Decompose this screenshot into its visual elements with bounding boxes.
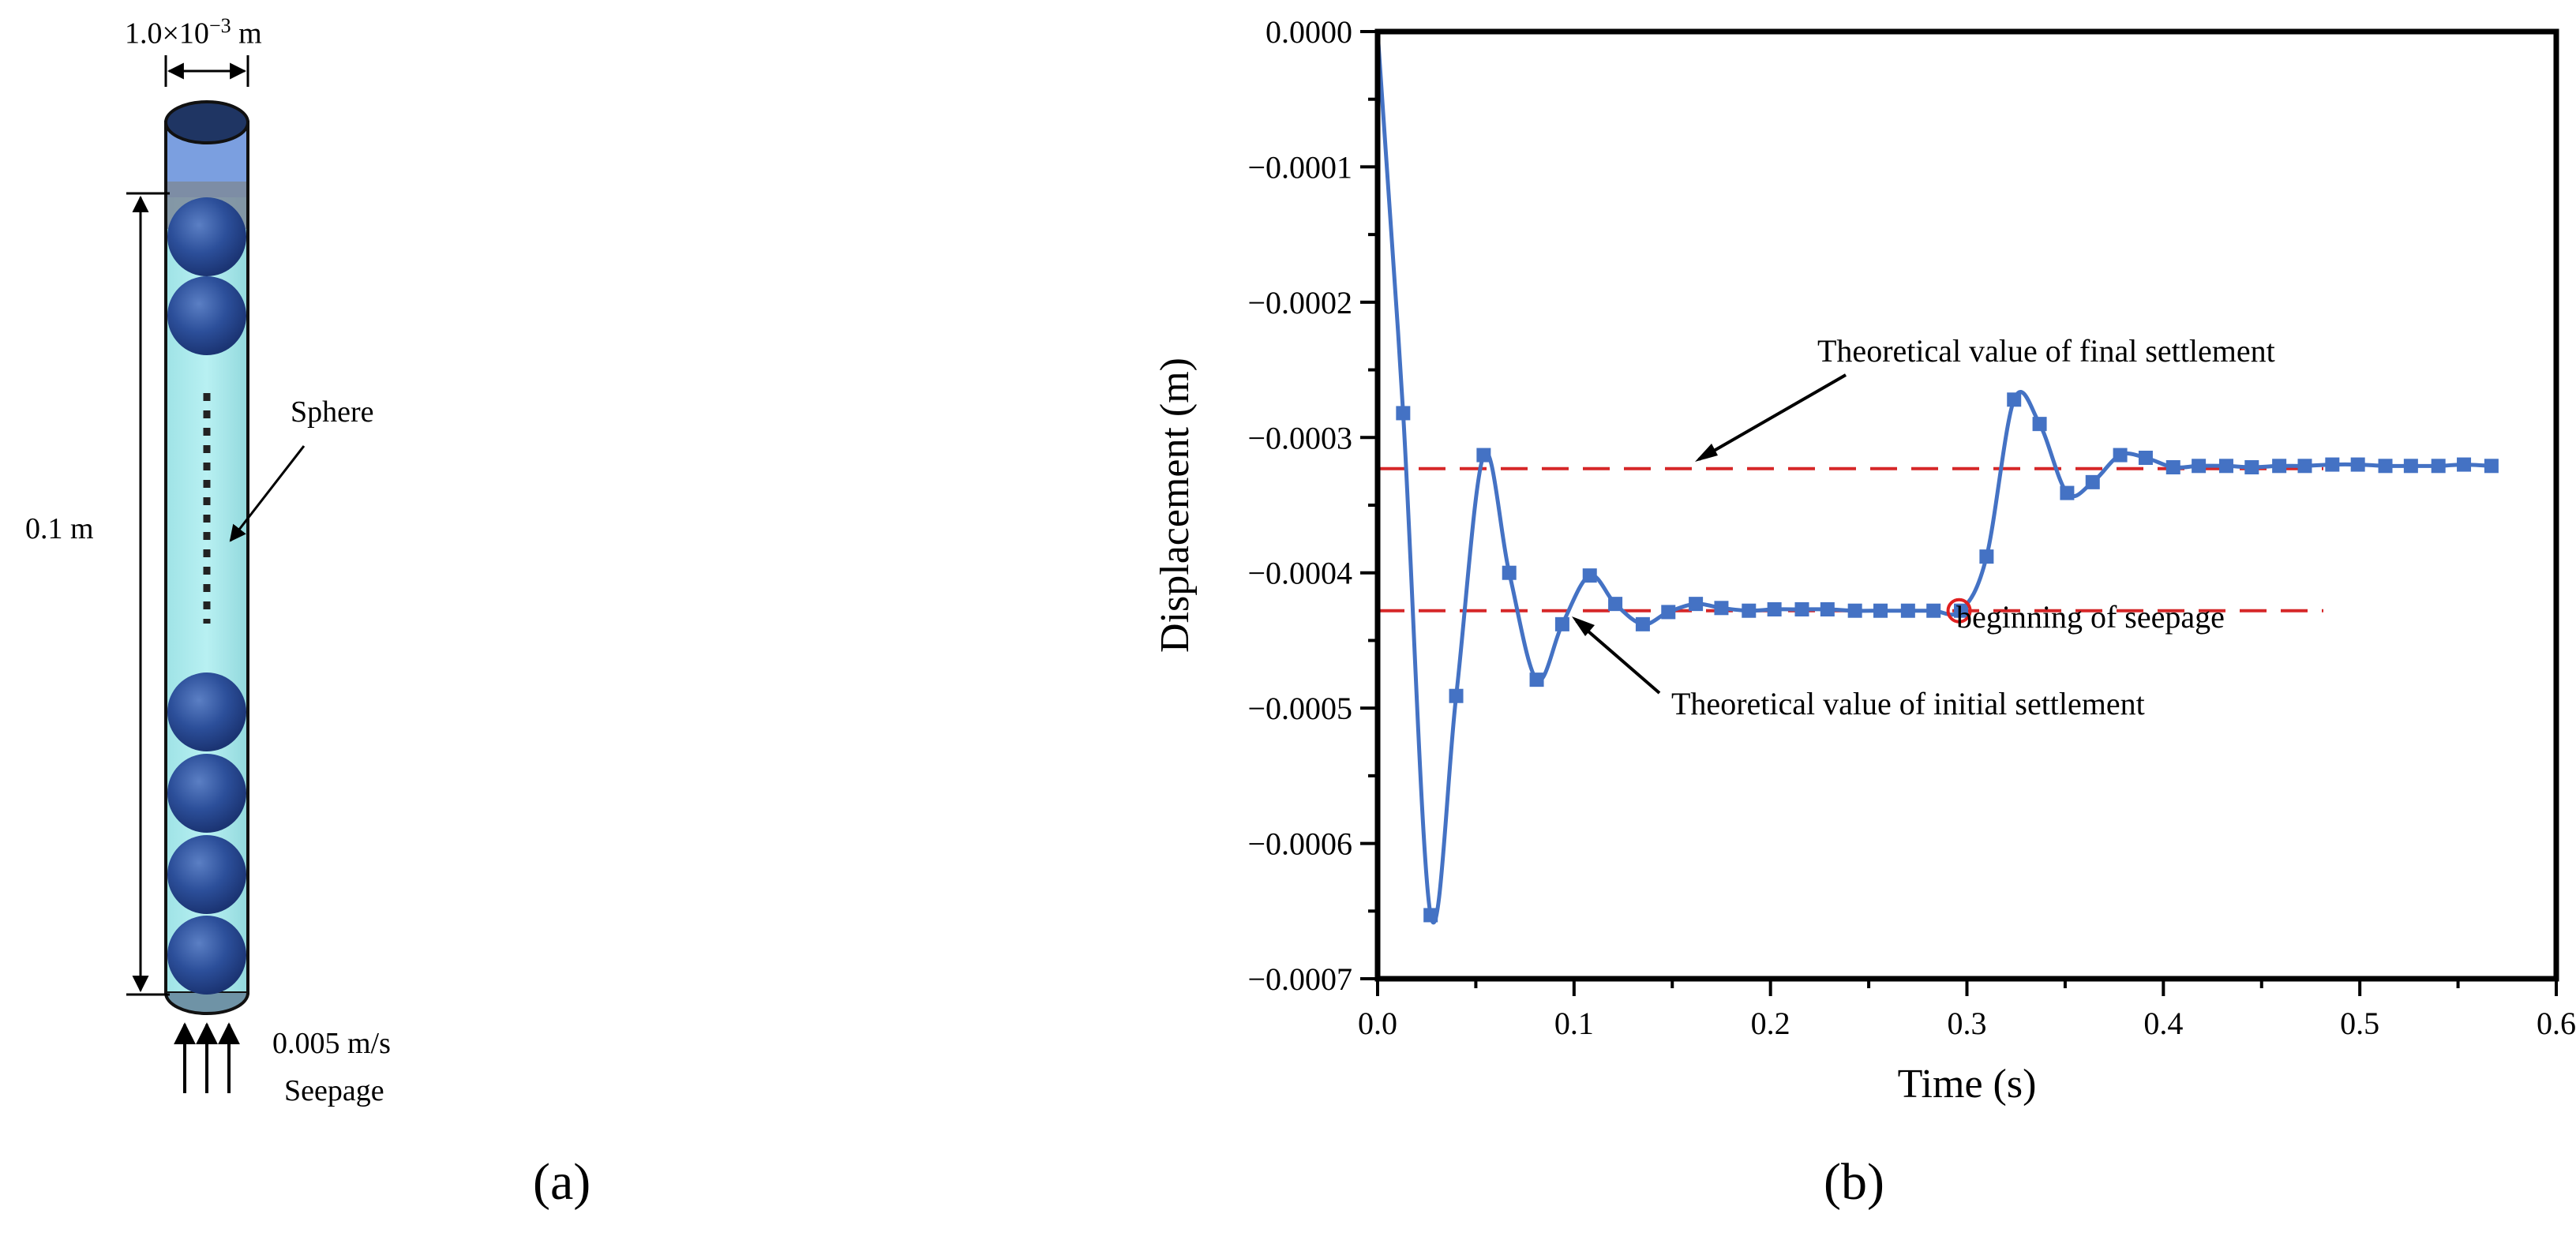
data-point	[1476, 448, 1491, 463]
y-axis-label: Displacement (m)	[1153, 358, 1198, 653]
data-point	[2484, 459, 2499, 474]
x-tick-label: 0.6	[2537, 1006, 2576, 1041]
data-point	[1714, 601, 1729, 616]
data-point	[2218, 459, 2233, 474]
data-point	[1900, 603, 1915, 618]
width-label: 1.0×10−3 m	[125, 14, 262, 51]
annotation-arrowhead-initial	[1572, 616, 1595, 636]
annotation-final-settlement: Theoretical value of final settlement	[1817, 333, 2275, 369]
data-point	[1767, 602, 1782, 616]
seepage-start-marker	[1946, 598, 1972, 624]
panel-a-label: (a)	[533, 1153, 591, 1211]
y-tick-label: −0.0007	[1247, 961, 1352, 997]
data-point	[1794, 602, 1809, 616]
y-tick-label: −0.0003	[1247, 420, 1352, 455]
annotation-beginning-of-seepage: beginning of seepage	[1956, 599, 2225, 635]
x-tick-label: 0.3	[1948, 1006, 1987, 1041]
annotation-initial-settlement: Theoretical value of initial settlement	[1671, 686, 2145, 721]
data-point	[2165, 460, 2180, 474]
x-tick-label: 0.1	[1554, 1006, 1594, 1041]
sphere-label: Sphere	[291, 395, 374, 429]
sphere	[167, 754, 246, 833]
data-point	[1449, 688, 1464, 703]
data-point	[1582, 568, 1597, 583]
x-tick-label: 0.2	[1751, 1006, 1790, 1041]
data-point	[1502, 565, 1517, 580]
data-point	[2403, 459, 2418, 474]
panel-b-label: (b)	[1824, 1153, 1884, 1211]
y-tick-label: −0.0002	[1247, 285, 1352, 320]
data-point	[1926, 603, 1941, 618]
data-point	[2032, 417, 2047, 432]
data-point	[2272, 459, 2287, 474]
data-point	[2007, 392, 2022, 407]
tube-top-cap	[164, 100, 249, 144]
sphere	[167, 835, 246, 914]
sphere	[167, 276, 246, 355]
y-tick-label: −0.0005	[1247, 691, 1352, 726]
data-point	[1847, 603, 1862, 618]
sphere-pointer-arrow	[229, 445, 306, 542]
x-axis-label: Time (s)	[1898, 1062, 2037, 1107]
data-point	[2378, 459, 2393, 474]
data-point	[2350, 457, 2365, 472]
plot-frame	[1374, 28, 2559, 982]
data-point	[1689, 597, 1704, 612]
data-point	[1396, 406, 1411, 421]
annotation-arrowhead-final	[1695, 444, 1718, 462]
annotation-arrow-initial	[1575, 620, 1661, 695]
data-point	[1979, 549, 1994, 564]
y-tick-label: −0.0006	[1247, 826, 1352, 862]
y-tick-label: −0.0004	[1247, 556, 1352, 591]
x-tick-label: 0.5	[2340, 1006, 2379, 1041]
x-tick-label: 0.4	[2143, 1006, 2183, 1041]
data-point	[1873, 603, 1888, 618]
y-tick-label: −0.0001	[1247, 149, 1352, 185]
data-point	[2457, 457, 2472, 472]
data-point	[2085, 474, 2100, 489]
data-point	[1635, 616, 1650, 631]
y-tick-label: 0.0000	[1266, 14, 1352, 50]
data-point	[1529, 672, 1544, 687]
data-point	[1742, 603, 1757, 618]
data-point	[1954, 603, 1969, 618]
velocity-label: 0.005 m/s	[272, 1027, 391, 1060]
seepage-label: Seepage	[284, 1074, 384, 1107]
series-line	[1375, 31, 2492, 925]
sphere	[167, 197, 246, 276]
data-point	[1554, 616, 1569, 631]
data-point	[2192, 459, 2207, 474]
tube-bottom-cap	[164, 992, 249, 1015]
data-point	[1608, 597, 1623, 612]
data-point	[2113, 448, 2128, 463]
data-point	[1423, 908, 1438, 923]
data-point	[2138, 451, 2153, 465]
x-tick-label: 0.0	[1358, 1006, 1397, 1041]
data-point	[2325, 457, 2340, 472]
data-point	[2297, 459, 2312, 474]
annotation-arrow-final	[1698, 373, 1847, 461]
data-point	[1661, 605, 1676, 620]
sphere	[167, 916, 246, 995]
height-label: 0.1 m	[25, 512, 94, 545]
column-diagram	[126, 55, 306, 1093]
data-point	[2431, 459, 2446, 474]
data-point	[2244, 460, 2259, 474]
sphere	[167, 672, 246, 751]
data-point	[2060, 485, 2075, 500]
data-point	[1820, 602, 1835, 616]
